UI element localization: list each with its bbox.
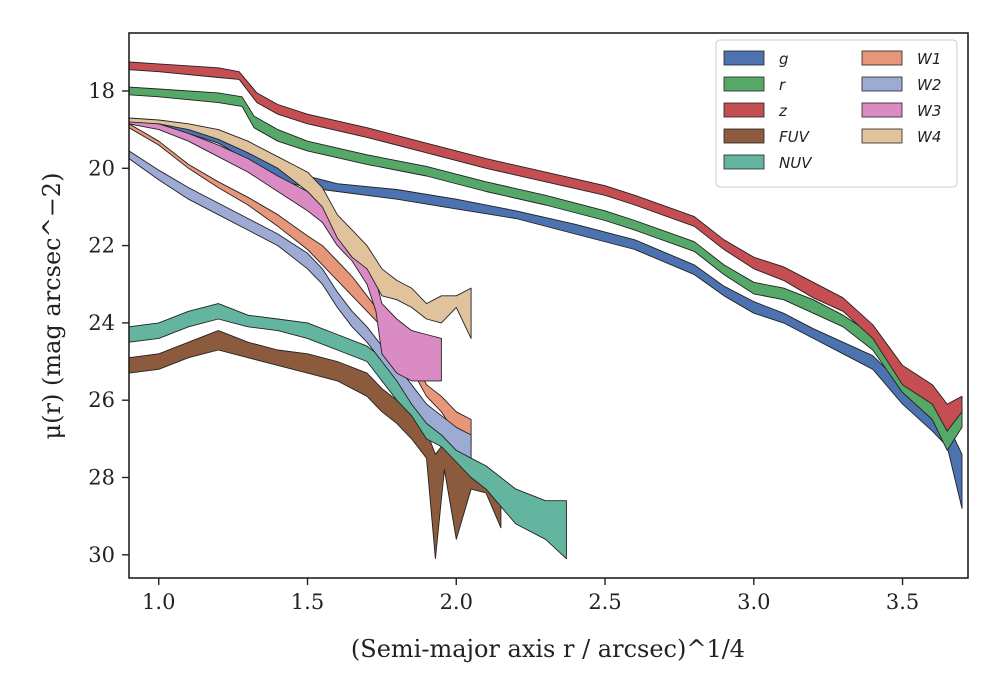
legend-swatch — [861, 50, 903, 66]
legend: grz FUV NUV W1 W2 W3 W4 — [715, 39, 958, 188]
series-band-w4 — [128, 117, 472, 339]
x-tick-label: 1.0 — [142, 590, 175, 614]
legend-label: NUV — [779, 154, 813, 172]
x-tick-label: 2.0 — [440, 590, 473, 614]
x-axis-title: (Semi-major axis r / arcsec)^1/4 — [351, 635, 745, 663]
legend-swatch — [723, 102, 765, 118]
x-tick-label: 1.5 — [291, 590, 324, 614]
legend-label: W1 — [917, 50, 941, 68]
legend-label: W2 — [917, 76, 941, 94]
y-tick-label: 22 — [88, 234, 115, 258]
legend-swatch — [861, 76, 903, 92]
legend-swatch — [723, 76, 765, 92]
y-axis: 18 20 22 24 26 28 30 — [88, 79, 129, 567]
series-band-fuv — [128, 330, 502, 560]
legend-swatch — [723, 50, 765, 66]
series-band-r — [128, 86, 963, 451]
legend-swatch — [723, 154, 765, 170]
legend-label: r — [779, 76, 786, 94]
y-tick-label: 18 — [88, 79, 115, 103]
y-axis-title: μ(r) (mag arcsec^−2) — [38, 173, 66, 440]
legend-label: FUV — [779, 128, 811, 146]
y-tick-label: 24 — [88, 311, 115, 335]
legend-label: W3 — [917, 102, 941, 120]
y-tick-label: 28 — [88, 466, 115, 490]
legend-label: W4 — [917, 128, 941, 146]
legend-swatch — [861, 128, 903, 144]
x-tick-label: 3.5 — [886, 590, 919, 614]
x-tick-label: 2.5 — [588, 590, 621, 614]
plot-frame — [128, 32, 969, 579]
y-tick-label: 20 — [88, 156, 115, 180]
legend-swatch — [861, 102, 903, 118]
y-tick-label: 30 — [88, 543, 115, 567]
series-band-w2 — [128, 150, 472, 459]
legend-label: z — [778, 102, 788, 120]
series-band-z — [128, 61, 963, 432]
series-bands — [128, 61, 963, 560]
x-axis: 1.0 1.5 2.0 2.5 3.0 3.5 — [142, 578, 919, 614]
series-band-g — [128, 119, 963, 509]
legend-label: g — [779, 50, 789, 68]
series-band-w3 — [128, 119, 442, 382]
legend-swatch — [723, 128, 765, 144]
series-band-nuv — [128, 303, 567, 560]
y-tick-label: 26 — [88, 388, 115, 412]
x-tick-label: 3.0 — [737, 590, 770, 614]
